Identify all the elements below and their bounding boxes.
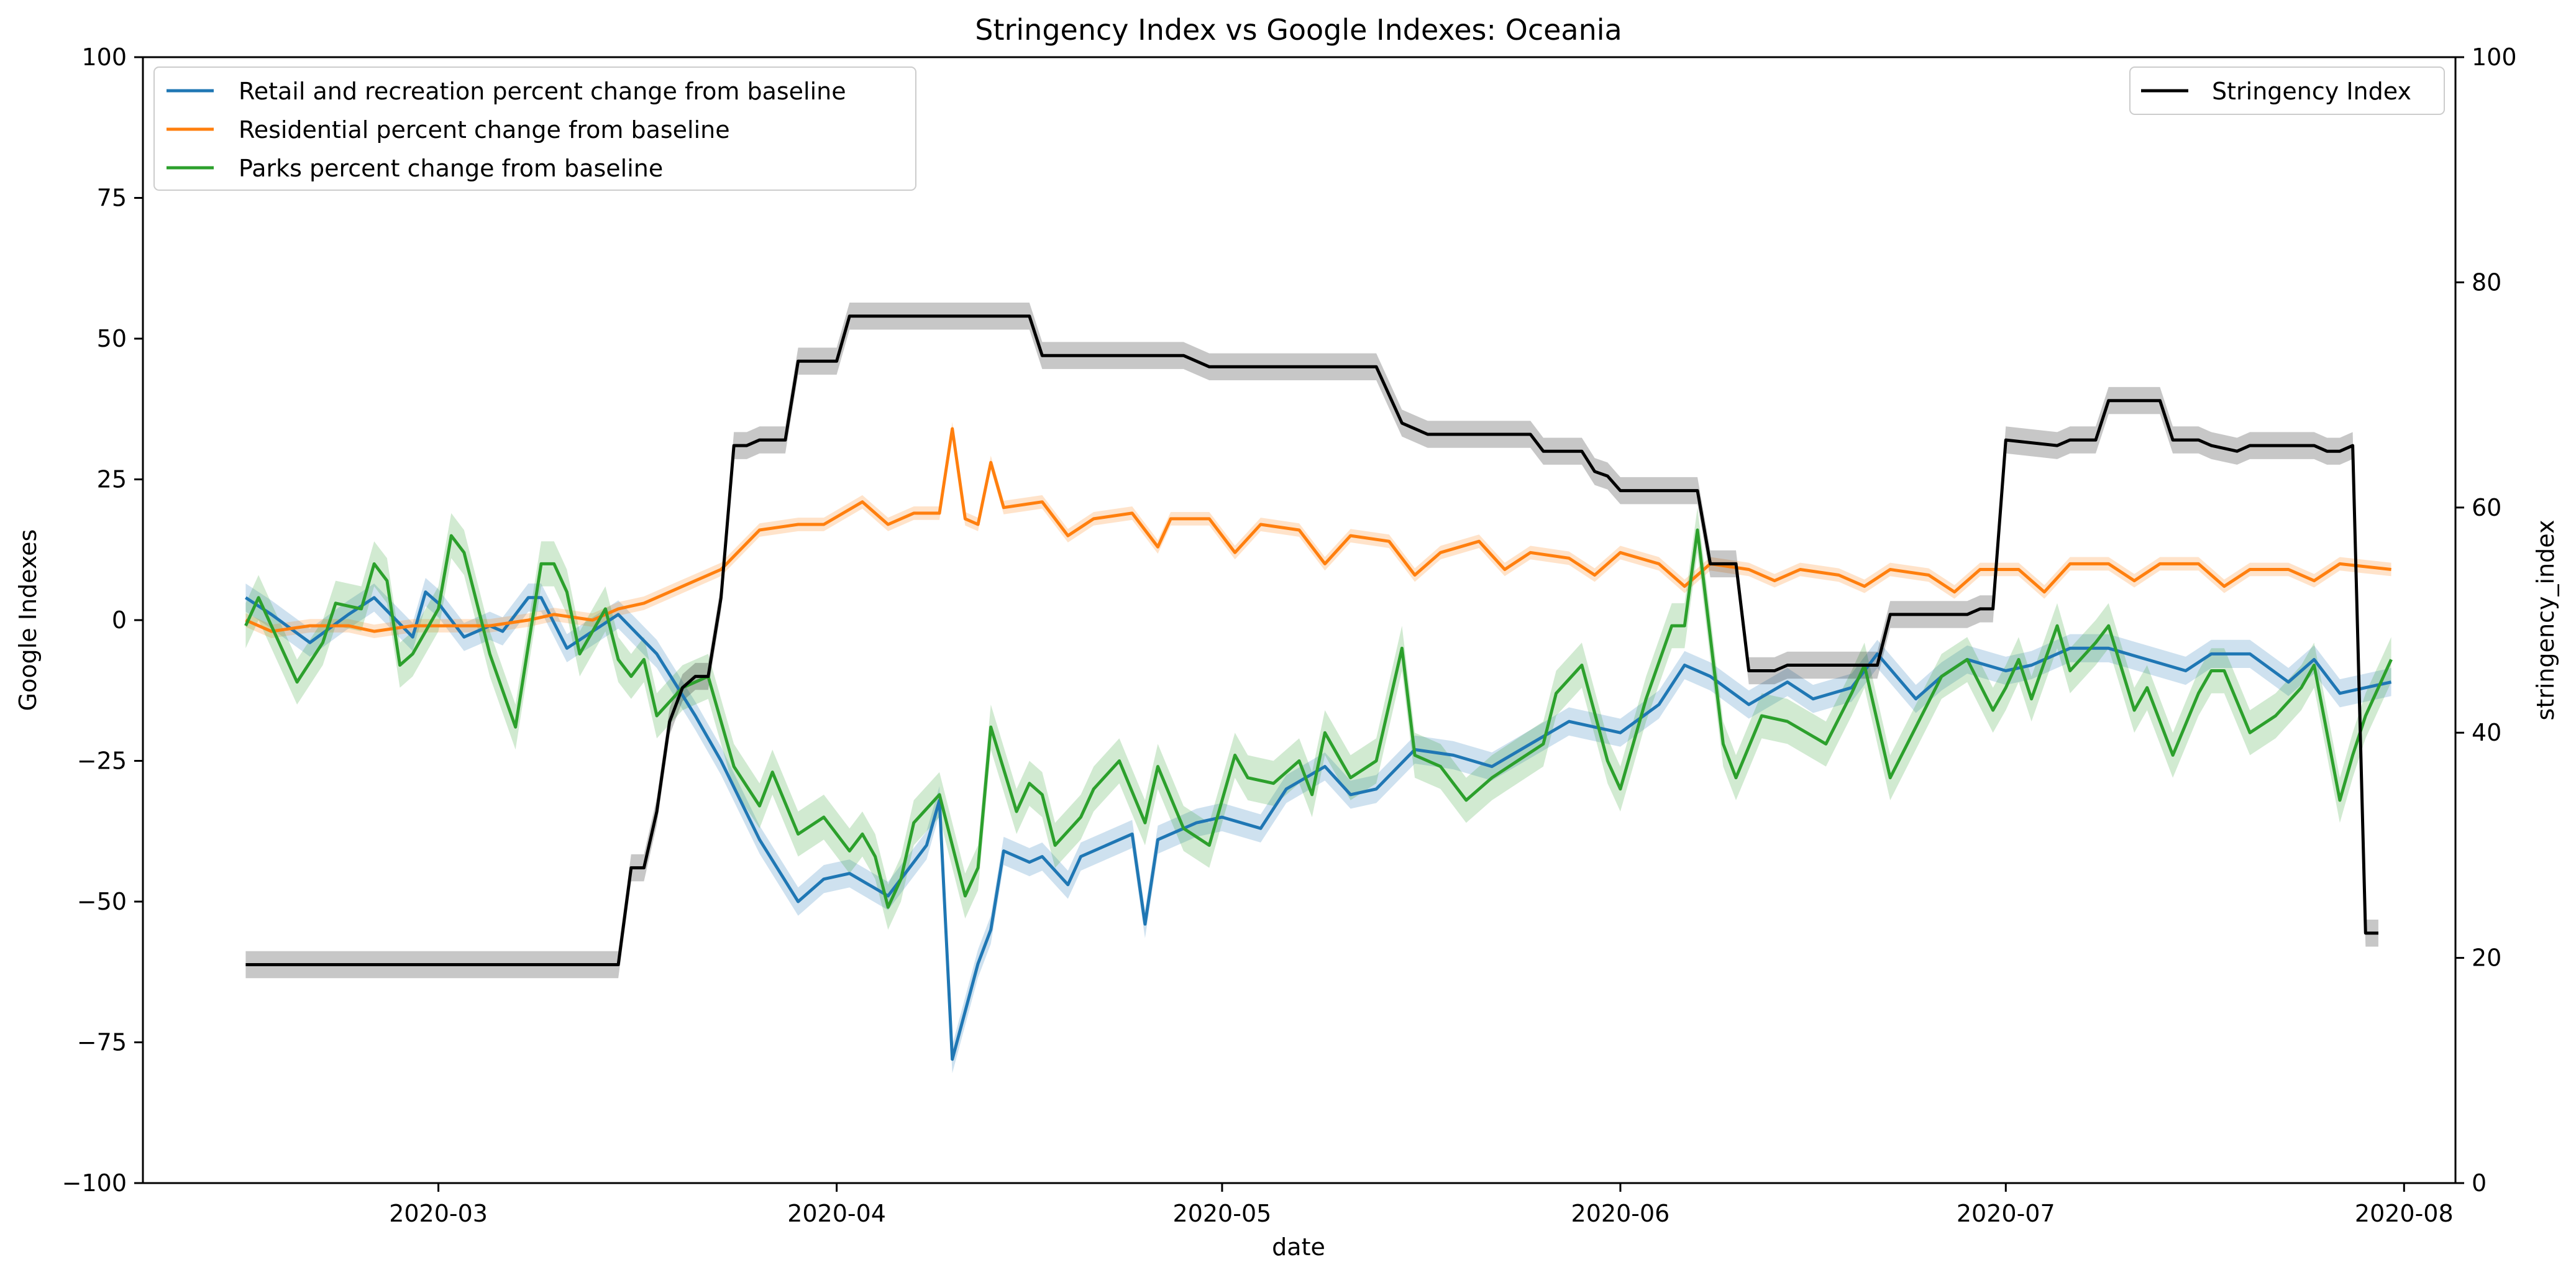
legend-label-residential: Residential percent change from baseline bbox=[239, 116, 730, 144]
y-left-tick-label: −25 bbox=[77, 747, 127, 775]
series-line-2 bbox=[244, 528, 2393, 909]
x-tick-label: 2020-07 bbox=[1957, 1200, 2055, 1227]
legend-label-retail: Retail and recreation percent change fro… bbox=[239, 78, 846, 105]
y-left-tick-label: −75 bbox=[77, 1029, 127, 1056]
series-lines bbox=[244, 314, 2393, 1061]
y-left-tick-label: 75 bbox=[97, 185, 127, 212]
series-line-1 bbox=[245, 427, 2391, 633]
series-line-3 bbox=[245, 314, 2378, 966]
series-band-1 bbox=[245, 422, 2391, 638]
legend-label-parks: Parks percent change from baseline bbox=[239, 155, 663, 182]
axis-ticks: 2020-03 2020-04 2020-05 2020-06 2020-07 2020-… bbox=[62, 43, 2517, 1227]
y-left-tick-label: 100 bbox=[81, 43, 127, 71]
y-axis-right-title: stringency_index bbox=[2532, 520, 2559, 721]
legend-label-stringency: Stringency Index bbox=[2212, 78, 2411, 105]
y-right-tick-label: 60 bbox=[2472, 494, 2501, 521]
series-band-0 bbox=[245, 578, 2391, 1074]
x-axis-title: date bbox=[1272, 1233, 1325, 1261]
x-tick-label: 2020-06 bbox=[1571, 1200, 1670, 1227]
y-right-tick-label: 100 bbox=[2472, 43, 2517, 71]
x-tick-label: 2020-08 bbox=[2355, 1200, 2454, 1227]
y-axis-left-title: Google Indexes bbox=[14, 529, 42, 711]
y-right-tick-label: 80 bbox=[2472, 268, 2501, 296]
y-left-tick-label: 50 bbox=[97, 325, 127, 352]
legend-left: Retail and recreation percent change fro… bbox=[153, 66, 916, 191]
x-tick-label: 2020-03 bbox=[389, 1200, 488, 1227]
y-left-tick-label: −100 bbox=[62, 1169, 127, 1197]
y-left-tick-label: 25 bbox=[97, 466, 127, 493]
legend-right: Stringency Index bbox=[2129, 66, 2445, 115]
x-tick-label: 2020-04 bbox=[787, 1200, 886, 1227]
y-right-tick-label: 20 bbox=[2472, 944, 2501, 972]
y-right-tick-label: 0 bbox=[2472, 1169, 2487, 1197]
y-right-tick-label: 40 bbox=[2472, 719, 2501, 746]
legend-left-box bbox=[153, 66, 916, 191]
x-tick-label: 2020-05 bbox=[1173, 1200, 1272, 1227]
legend-right-box bbox=[2129, 66, 2445, 115]
chart-title: Stringency Index vs Google Indexes: Ocea… bbox=[975, 13, 1622, 47]
y-left-tick-label: −50 bbox=[77, 888, 127, 915]
y-left-tick-label: 0 bbox=[112, 606, 127, 634]
